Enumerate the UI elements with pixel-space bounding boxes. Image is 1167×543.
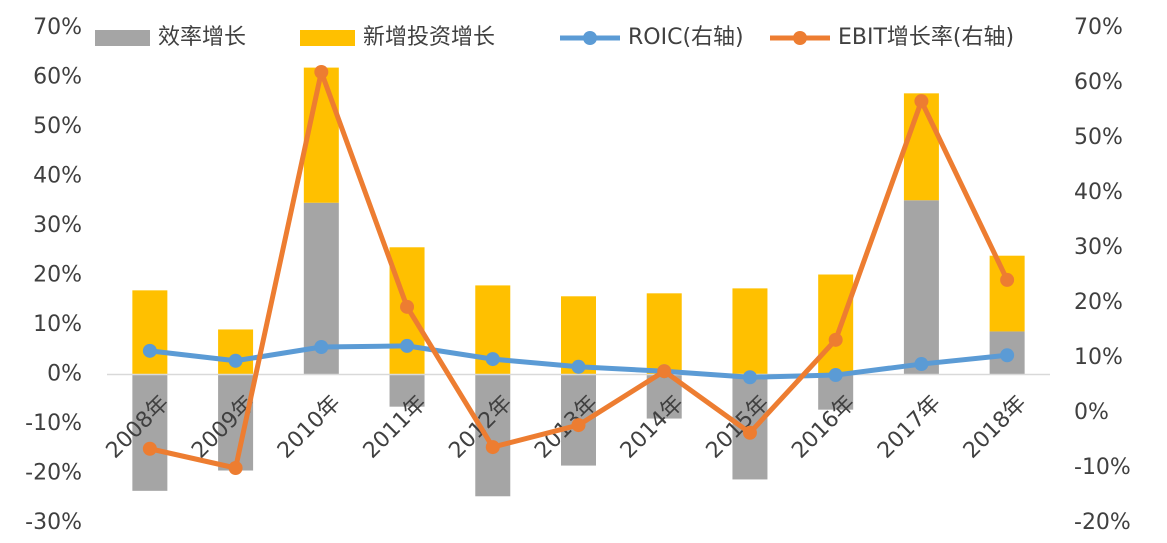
point xyxy=(314,65,329,79)
y2-tick-label: 50% xyxy=(1074,125,1123,150)
legend-label: ROIC(右轴) xyxy=(628,25,744,50)
y-tick-label: 0% xyxy=(47,362,82,387)
bar xyxy=(132,290,168,375)
legend-label: 效率增长 xyxy=(158,25,246,50)
y2-tick-label: 70% xyxy=(1074,15,1123,40)
y-tick-label: 30% xyxy=(33,213,82,238)
legend-swatch xyxy=(95,30,150,46)
point xyxy=(485,352,500,367)
bar xyxy=(389,374,425,407)
point xyxy=(657,364,672,379)
point xyxy=(742,370,757,385)
y2-tick-label: 60% xyxy=(1074,70,1123,95)
point xyxy=(1000,348,1015,363)
x-tick-label: 2018年 xyxy=(959,391,1032,464)
point xyxy=(228,353,243,368)
point xyxy=(400,299,415,314)
bar xyxy=(989,255,1025,332)
x-tick-label: 2017年 xyxy=(873,391,946,464)
y2-tick-label: 0% xyxy=(1074,400,1109,425)
bar xyxy=(732,288,768,375)
y-tick-label: 10% xyxy=(33,312,82,337)
y-tick-label: 50% xyxy=(33,114,82,139)
point xyxy=(742,425,757,440)
legend-label: EBIT增长率(右轴) xyxy=(838,25,1014,50)
y2-tick-label: -20% xyxy=(1074,510,1131,535)
legend-label: 新增投资增长 xyxy=(363,25,495,50)
bar xyxy=(903,200,939,375)
y2-tick-label: 40% xyxy=(1074,180,1123,205)
point xyxy=(1000,272,1015,287)
point xyxy=(485,440,500,455)
y-tick-label: -30% xyxy=(25,510,82,535)
y-tick-label: 20% xyxy=(33,263,82,288)
bar xyxy=(132,374,168,491)
point xyxy=(828,332,843,347)
point xyxy=(400,338,415,353)
point xyxy=(828,368,843,383)
legend-marker xyxy=(793,31,807,45)
bar xyxy=(818,274,854,375)
y-tick-label: 70% xyxy=(33,15,82,40)
y2-tick-label: 20% xyxy=(1074,290,1123,315)
bar xyxy=(646,293,682,375)
bar xyxy=(903,93,939,201)
bar xyxy=(475,374,511,497)
y-tick-label: -20% xyxy=(25,461,82,486)
y-tick-label: 40% xyxy=(33,164,82,189)
point xyxy=(142,343,157,358)
y2-tick-label: 10% xyxy=(1074,345,1123,370)
legend-marker xyxy=(583,31,597,45)
point xyxy=(571,418,586,433)
point xyxy=(142,441,157,456)
point xyxy=(314,340,329,354)
point xyxy=(228,461,243,475)
point xyxy=(914,357,929,372)
y-tick-label: -10% xyxy=(25,411,82,436)
x-tick-label: 2010年 xyxy=(273,391,346,464)
y2-tick-label: -10% xyxy=(1074,455,1131,480)
y-tick-label: 60% xyxy=(33,65,82,90)
point xyxy=(914,94,929,109)
legend-swatch xyxy=(300,30,355,46)
point xyxy=(571,359,586,374)
y2-tick-label: 30% xyxy=(1074,235,1123,260)
